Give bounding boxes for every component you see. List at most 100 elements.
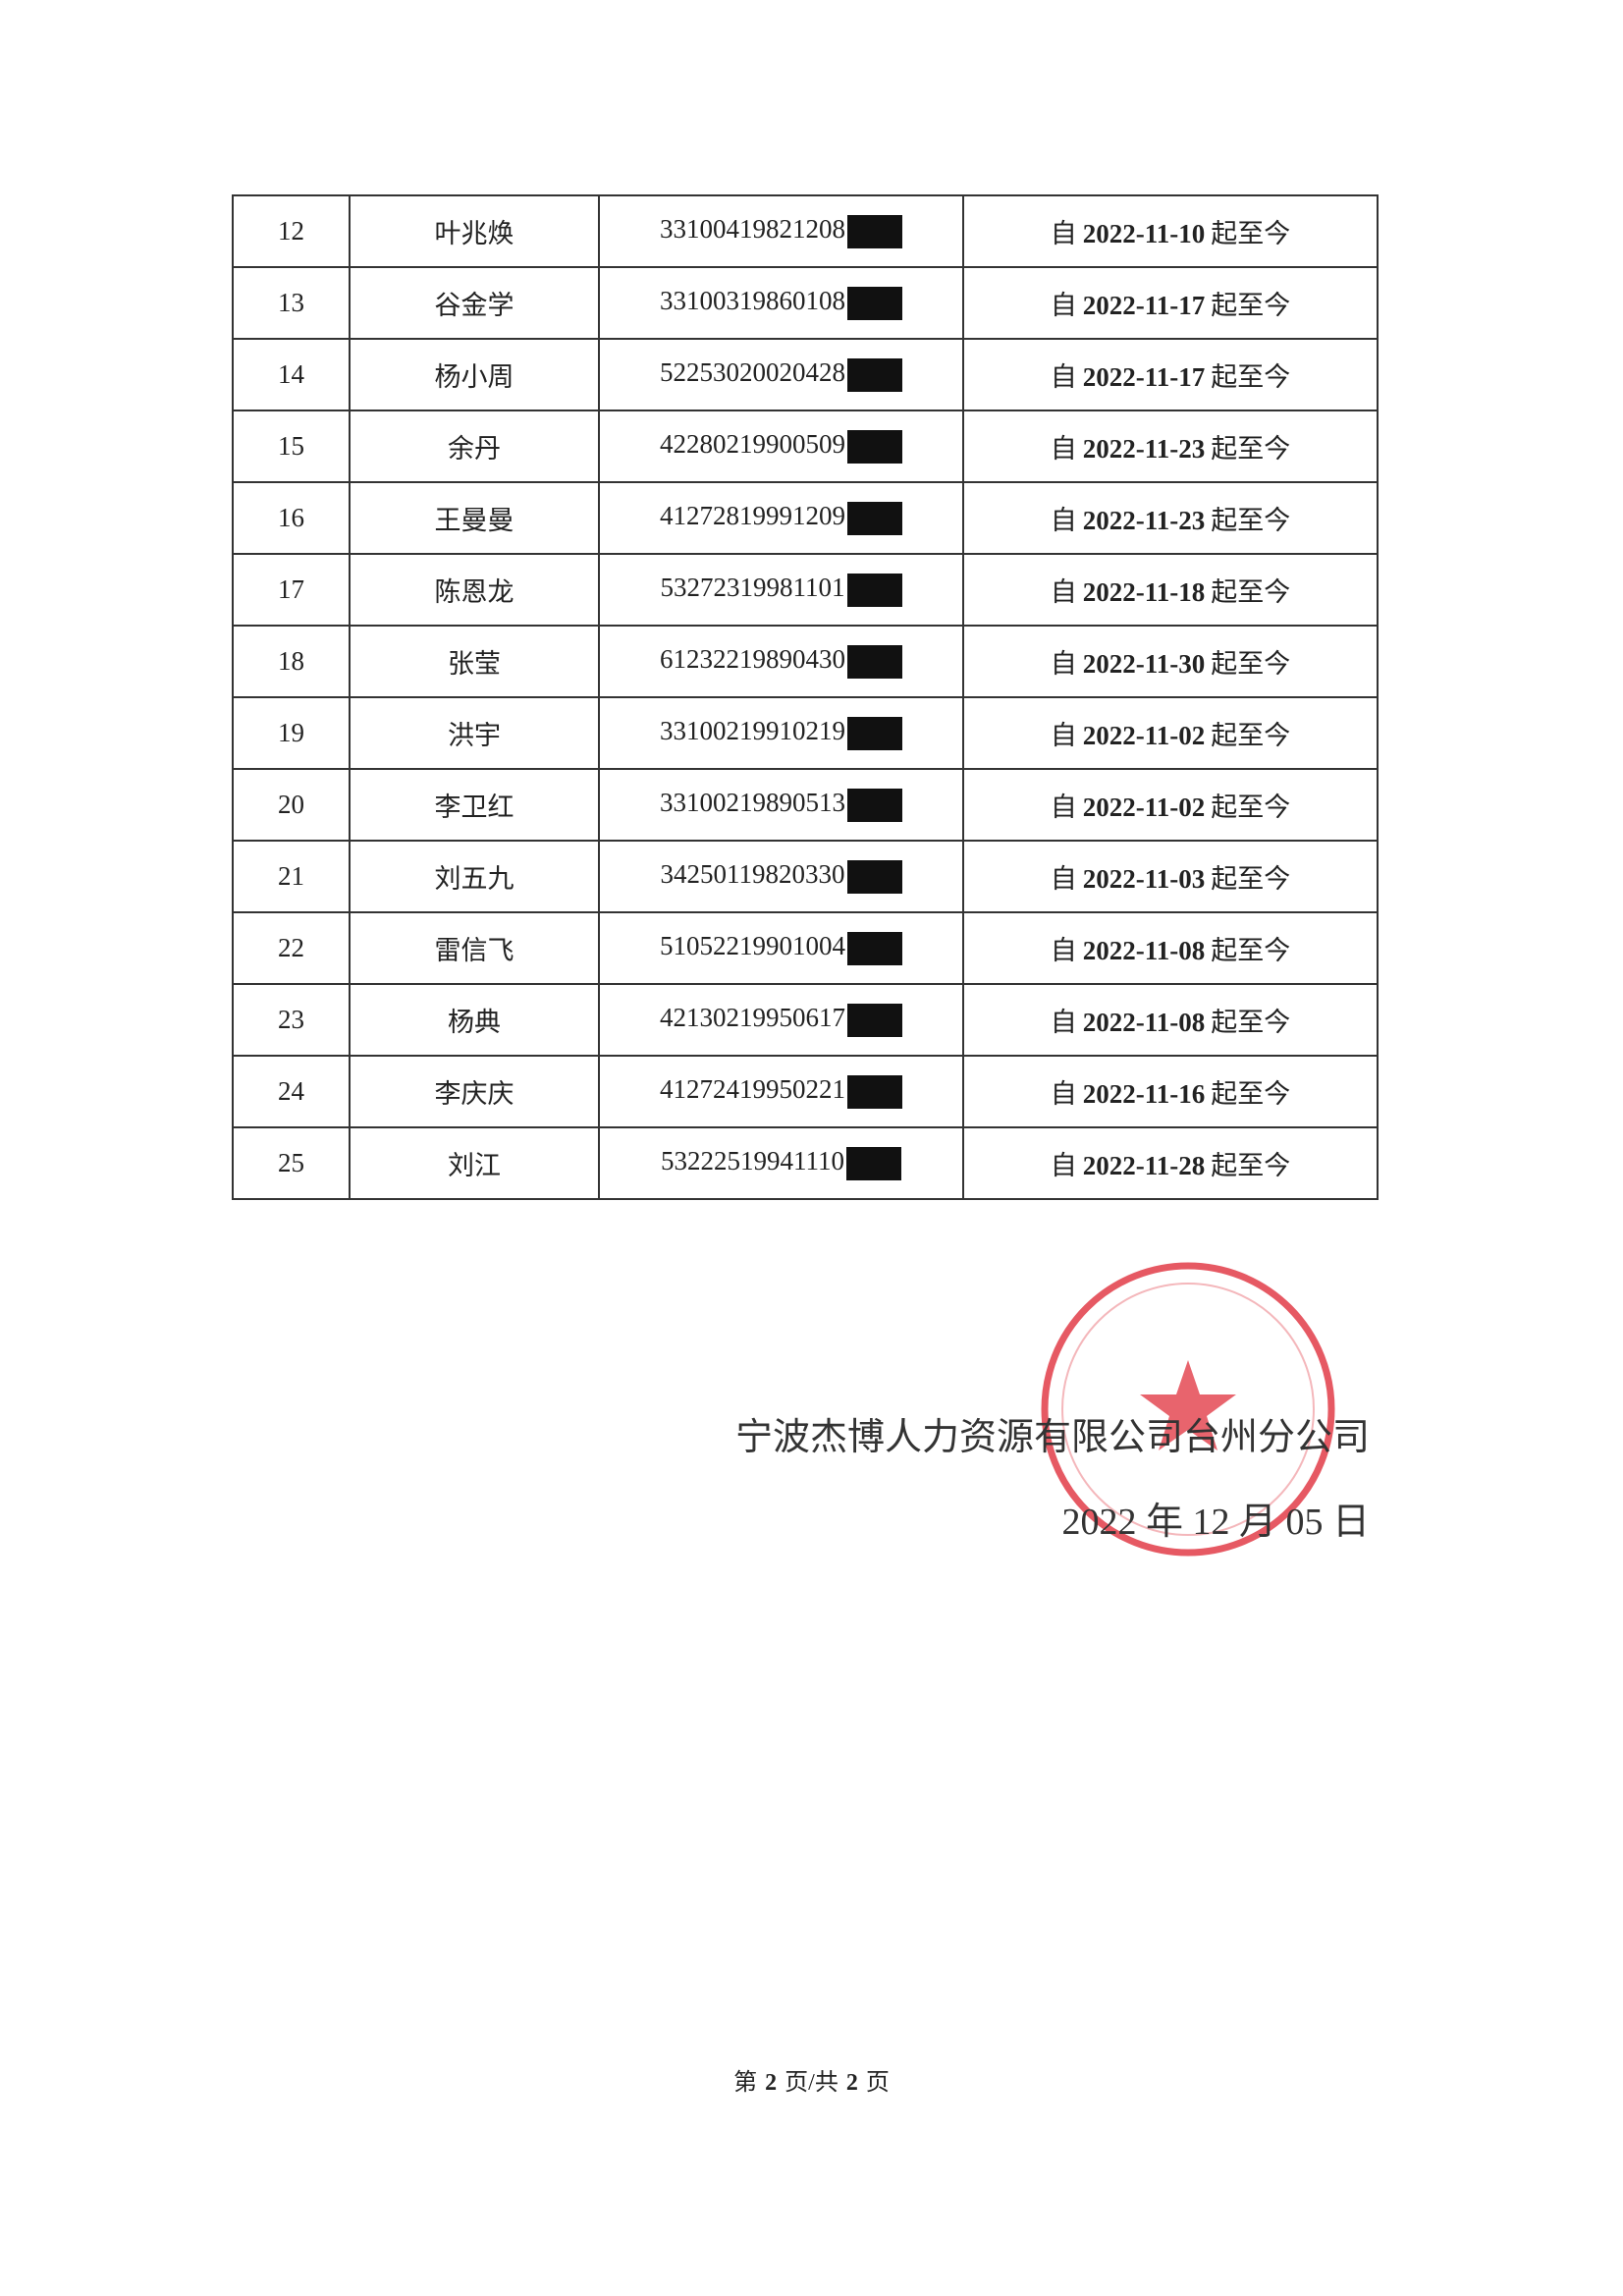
employee-table: 12 叶兆焕 33100419821208 自 2022-11-10 起至今 13 谷金学 33…: [232, 194, 1379, 1200]
start-date: 2022-11-23: [1082, 434, 1206, 464]
start-date: 2022-11-08: [1082, 1008, 1206, 1037]
id-number: 33100319860108: [660, 286, 845, 316]
period-to: 起至今: [1211, 1008, 1291, 1037]
cell: 52253020020428: [598, 338, 964, 411]
start-date: 2022-11-30: [1082, 649, 1206, 679]
period-from: 自: [1050, 434, 1077, 464]
period-from: 自: [1050, 1079, 1077, 1109]
cell: 41272819991209: [598, 481, 964, 555]
table-row: 16 王曼曼 41272819991209 自 2022-11-23 起至今: [232, 481, 1379, 555]
cell: 自 2022-11-28 起至今: [962, 1126, 1379, 1200]
period-from: 自: [1050, 793, 1077, 822]
sign-date: 2022 年 12 月 05 日: [1061, 1502, 1370, 1543]
cell: 33100219890513: [598, 768, 964, 842]
cell: 61232219890430: [598, 625, 964, 698]
row-number: 14: [278, 359, 304, 389]
cell: 洪宇: [349, 696, 600, 770]
footer-text: 第: [733, 2070, 758, 2096]
period-from: 自: [1050, 362, 1077, 392]
period-to: 起至今: [1211, 577, 1291, 607]
id-number: 41272419950221: [660, 1074, 845, 1105]
period-from: 自: [1050, 721, 1077, 750]
cell: 12: [232, 194, 351, 268]
period-to: 起至今: [1211, 506, 1291, 535]
id-number: 51052219901004: [660, 931, 845, 961]
cell: 自 2022-11-10 起至今: [962, 194, 1379, 268]
cell: 张莹: [349, 625, 600, 698]
employee-name: 余丹: [448, 434, 501, 464]
employee-name: 谷金学: [434, 291, 514, 320]
cell: 李卫红: [349, 768, 600, 842]
redaction: [846, 573, 902, 607]
row-number: 19: [278, 718, 304, 747]
cell: 51052219901004: [598, 911, 964, 985]
cell: 刘江: [349, 1126, 600, 1200]
cell: 余丹: [349, 410, 600, 483]
row-number: 24: [278, 1076, 304, 1106]
period-from: 自: [1050, 1008, 1077, 1037]
cell: 42130219950617: [598, 983, 964, 1057]
cell: 自 2022-11-23 起至今: [962, 481, 1379, 555]
start-date: 2022-11-03: [1082, 864, 1206, 894]
employee-name: 陈恩龙: [434, 577, 514, 607]
cell: 17: [232, 553, 351, 627]
redaction: [846, 859, 902, 894]
period-to: 起至今: [1211, 864, 1291, 894]
period-to: 起至今: [1211, 936, 1291, 965]
table-row: 21 刘五九 34250119820330 自 2022-11-03 起至今: [232, 840, 1379, 913]
redaction: [847, 501, 902, 535]
employee-name: 刘江: [448, 1151, 501, 1180]
table-row: 13 谷金学 33100319860108 自 2022-11-17 起至今: [232, 266, 1379, 340]
id-number: 61232219890430: [660, 644, 845, 675]
cell: 53272319981101: [598, 553, 964, 627]
cell: 自 2022-11-16 起至今: [962, 1055, 1379, 1128]
period-from: 自: [1050, 649, 1077, 679]
cell: 杨小周: [349, 338, 600, 411]
table-row: 19 洪宇 33100219910219 自 2022-11-02 起至今: [232, 696, 1379, 770]
cell: 叶兆焕: [349, 194, 600, 268]
cell: 自 2022-11-23 起至今: [962, 410, 1379, 483]
redaction: [847, 1074, 902, 1109]
row-number: 15: [278, 431, 304, 461]
cell: 33100419821208: [598, 194, 964, 268]
employee-name: 洪宇: [448, 721, 501, 750]
row-number: 23: [278, 1005, 304, 1034]
start-date: 2022-11-17: [1082, 291, 1206, 320]
id-number: 34250119820330: [660, 859, 845, 890]
cell: 19: [232, 696, 351, 770]
cell: 18: [232, 625, 351, 698]
start-date: 2022-11-23: [1082, 506, 1206, 535]
start-date: 2022-11-16: [1082, 1079, 1206, 1109]
cell: 23: [232, 983, 351, 1057]
table-row: 25 刘江 53222519941110 自 2022-11-28 起至今: [232, 1126, 1379, 1200]
cell: 刘五九: [349, 840, 600, 913]
redaction: [847, 1003, 902, 1037]
redaction: [847, 286, 902, 320]
footer-text: 页/共: [784, 2070, 839, 2096]
period-to: 起至今: [1211, 291, 1291, 320]
period-from: 自: [1050, 219, 1077, 248]
row-number: 25: [278, 1148, 304, 1177]
id-number: 42130219950617: [660, 1003, 845, 1033]
row-number: 17: [278, 574, 304, 604]
redaction: [847, 429, 902, 464]
table-row: 14 杨小周 52253020020428 自 2022-11-17 起至今: [232, 338, 1379, 411]
id-number: 33100419821208: [660, 214, 845, 245]
row-number: 21: [278, 861, 304, 891]
cell: 53222519941110: [598, 1126, 964, 1200]
cell: 自 2022-11-08 起至今: [962, 983, 1379, 1057]
redaction: [847, 788, 902, 822]
redaction: [847, 716, 902, 750]
cell: 自 2022-11-18 起至今: [962, 553, 1379, 627]
cell: 42280219900509: [598, 410, 964, 483]
cell: 自 2022-11-03 起至今: [962, 840, 1379, 913]
cell: 李庆庆: [349, 1055, 600, 1128]
redaction: [847, 644, 902, 679]
cell: 自 2022-11-17 起至今: [962, 266, 1379, 340]
cell: 41272419950221: [598, 1055, 964, 1128]
period-to: 起至今: [1211, 434, 1291, 464]
table-row: 17 陈恩龙 53272319981101 自 2022-11-18 起至今: [232, 553, 1379, 627]
cell: 33100319860108: [598, 266, 964, 340]
cell: 王曼曼: [349, 481, 600, 555]
